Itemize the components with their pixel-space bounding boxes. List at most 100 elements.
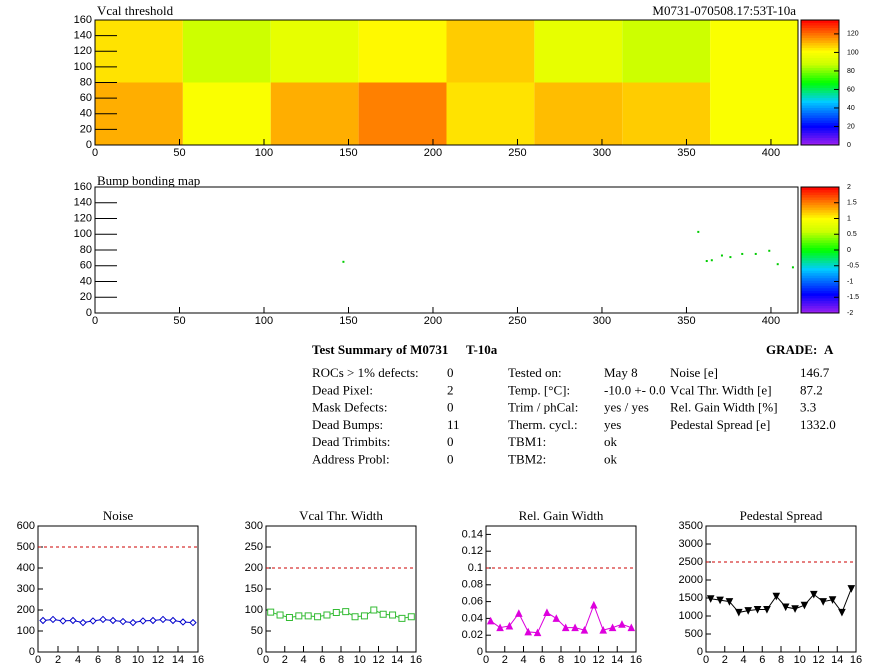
- colorbar-cell: [801, 250, 839, 254]
- heatmap-cell: [182, 82, 271, 145]
- y-tick-label: 160: [74, 181, 92, 193]
- y-tick-label: 200: [17, 604, 35, 616]
- marker: [370, 606, 378, 614]
- colorbar-cell: [801, 292, 839, 296]
- colorbar-cell: [801, 209, 839, 213]
- colorbar-cell: [801, 70, 839, 73]
- y-tick-label: 120: [74, 45, 92, 57]
- y-tick-label: 1000: [679, 610, 703, 622]
- marker: [543, 608, 551, 617]
- colorbar-cell: [801, 197, 839, 201]
- heatmap-cell: [270, 20, 359, 83]
- x-tick-label: 16: [192, 654, 204, 666]
- y-tick-label: 0: [86, 307, 92, 319]
- colorbar-cell: [801, 270, 839, 274]
- y-tick-label: 100: [245, 604, 263, 616]
- x-tick-label: 6: [759, 654, 765, 666]
- y-tick-label: 400: [17, 562, 35, 574]
- colorbar-cell: [801, 272, 839, 276]
- marker: [109, 616, 117, 625]
- y-tick-label: 250: [245, 541, 263, 553]
- summary-label: Address Probl:: [312, 451, 390, 466]
- z-tick-label: -0.5: [847, 263, 859, 270]
- colorbar-cell: [801, 214, 839, 218]
- marker: [828, 596, 837, 604]
- colorbar-cell: [801, 207, 839, 211]
- y-tick-label: 0.04: [462, 612, 483, 624]
- y-tick-label: 140: [74, 197, 92, 209]
- chart-title: Noise: [103, 508, 134, 523]
- x-tick-label: 6: [95, 654, 101, 666]
- summary-value: yes: [604, 417, 621, 432]
- summary-value: 11: [447, 417, 460, 432]
- y-tick-label: 0: [86, 139, 92, 151]
- z-tick-label: -1: [847, 278, 853, 285]
- x-tick-label: 350: [677, 147, 695, 159]
- summary-value: ok: [604, 434, 618, 449]
- summary-label: Trim / phCal:: [508, 400, 578, 415]
- y-tick-label: 50: [251, 625, 263, 637]
- y-tick-label: 1500: [679, 592, 703, 604]
- colorbar-cell: [801, 22, 839, 26]
- bump-point: [741, 252, 744, 255]
- plot-frame: [485, 525, 637, 653]
- marker: [351, 613, 359, 621]
- marker: [159, 615, 167, 624]
- marker: [139, 617, 147, 625]
- colorbar-cell: [801, 257, 839, 261]
- y-tick-label: 20: [80, 123, 92, 135]
- marker: [59, 617, 67, 625]
- colorbar-cell: [801, 217, 839, 221]
- x-tick-label: 4: [520, 654, 526, 666]
- x-tick-label: 100: [255, 147, 273, 159]
- summary-value: 0: [447, 434, 454, 449]
- marker: [407, 613, 415, 621]
- marker: [515, 609, 523, 617]
- summary-label: Noise [e]: [670, 365, 718, 380]
- x-tick-label: 10: [574, 654, 586, 666]
- marker: [763, 606, 771, 614]
- colorbar-cell: [801, 32, 839, 36]
- marker: [285, 614, 293, 622]
- marker: [819, 598, 827, 606]
- y-tick-label: 500: [17, 541, 35, 553]
- y-tick-label: 2000: [679, 574, 703, 586]
- bump-point: [729, 256, 732, 259]
- colorbar-cell: [801, 20, 839, 23]
- x-tick-label: 10: [794, 654, 806, 666]
- colorbar-cell: [801, 244, 839, 248]
- x-tick-label: 4: [75, 654, 81, 666]
- y-tick-label: 0.12: [462, 545, 483, 557]
- colorbar-cell: [801, 115, 839, 118]
- y-tick-label: 300: [17, 583, 35, 595]
- marker: [69, 616, 77, 625]
- marker: [179, 618, 187, 626]
- colorbar-cell: [801, 127, 839, 131]
- colorbar-cell: [801, 125, 839, 128]
- x-tick-label: 0: [263, 654, 269, 666]
- y-tick-label: 100: [17, 625, 35, 637]
- marker: [599, 626, 607, 634]
- colorbar-cell: [801, 105, 839, 108]
- grade: A: [824, 342, 834, 357]
- z-tick-label: 80: [847, 68, 855, 75]
- colorbar-cell: [801, 110, 839, 113]
- summary-value: May 8: [604, 365, 638, 380]
- colorbar-cell: [801, 267, 839, 271]
- y-tick-label: 0.1: [468, 562, 483, 574]
- summary-value: -10.0 +- 0.0: [604, 382, 666, 397]
- colorbar-cell: [801, 77, 839, 81]
- colorbar-cell: [801, 52, 839, 56]
- x-tick-label: 300: [593, 315, 611, 327]
- marker: [791, 605, 799, 613]
- summary-test: T-10a: [466, 342, 498, 357]
- y-tick-label: 300: [245, 520, 263, 532]
- x-tick-label: 200: [424, 147, 442, 159]
- heatmap-cell: [710, 82, 798, 145]
- x-tick-label: 400: [762, 315, 780, 327]
- colorbar-cell: [801, 40, 839, 43]
- marker: [379, 610, 387, 618]
- marker: [332, 609, 340, 617]
- x-tick-label: 350: [677, 315, 695, 327]
